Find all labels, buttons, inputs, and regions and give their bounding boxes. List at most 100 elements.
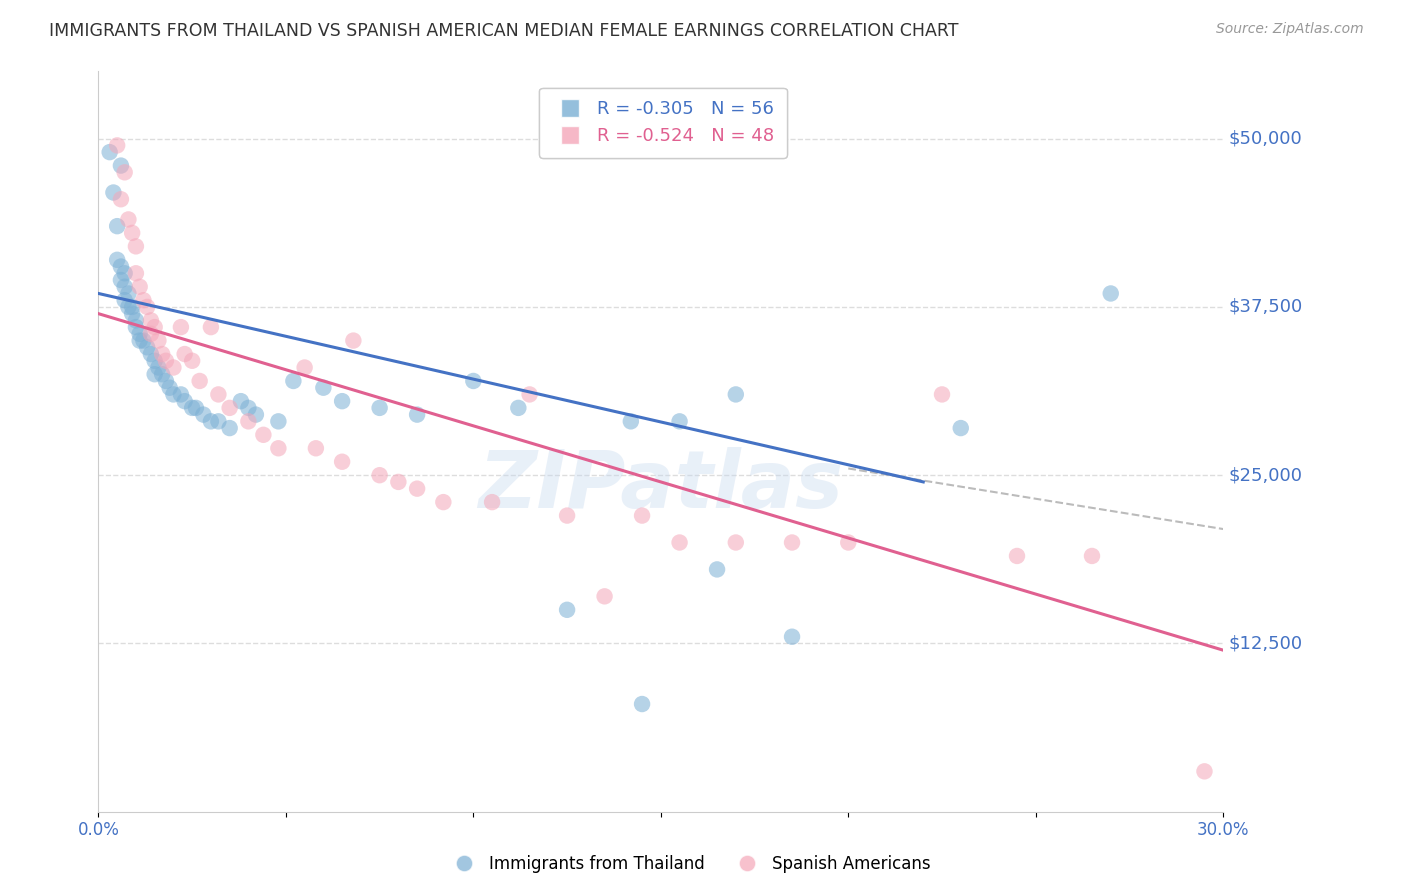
Point <box>780 535 803 549</box>
Point <box>159 381 181 395</box>
Point <box>155 374 177 388</box>
Legend: Immigrants from Thailand, Spanish Americans: Immigrants from Thailand, Spanish Americ… <box>441 848 936 880</box>
Point <box>121 226 143 240</box>
Point <box>724 535 747 549</box>
Point <box>463 374 485 388</box>
Point <box>631 508 654 523</box>
Point <box>110 159 132 173</box>
Point <box>139 326 162 341</box>
Point <box>110 273 132 287</box>
Point <box>668 414 690 428</box>
Point <box>143 320 166 334</box>
Point <box>432 495 454 509</box>
Text: $37,500: $37,500 <box>1229 298 1303 316</box>
Point <box>193 408 215 422</box>
Point <box>368 401 391 415</box>
Point <box>105 219 128 234</box>
Point <box>631 697 654 711</box>
Text: ZIPatlas: ZIPatlas <box>478 447 844 525</box>
Point <box>949 421 972 435</box>
Point <box>312 381 335 395</box>
Point <box>148 360 170 375</box>
Point <box>1099 286 1122 301</box>
Point <box>1194 764 1216 779</box>
Point <box>620 414 643 428</box>
Point <box>724 387 747 401</box>
Point <box>207 387 229 401</box>
Point <box>162 360 184 375</box>
Point <box>229 394 252 409</box>
Point <box>114 293 136 308</box>
Point <box>150 368 173 382</box>
Point <box>267 414 290 428</box>
Legend: R = -0.305   N = 56, R = -0.524   N = 48: R = -0.305 N = 56, R = -0.524 N = 48 <box>540 87 787 158</box>
Point <box>128 279 150 293</box>
Point <box>555 508 578 523</box>
Point <box>181 353 204 368</box>
Point <box>136 340 159 354</box>
Point <box>218 401 240 415</box>
Point <box>305 442 328 456</box>
Point <box>252 427 274 442</box>
Point <box>184 401 207 415</box>
Point <box>173 394 195 409</box>
Point <box>218 421 240 435</box>
Point <box>128 334 150 348</box>
Point <box>555 603 578 617</box>
Point <box>136 300 159 314</box>
Point <box>283 374 305 388</box>
Text: $50,000: $50,000 <box>1229 129 1302 148</box>
Point <box>143 353 166 368</box>
Point <box>139 313 162 327</box>
Point <box>110 260 132 274</box>
Point <box>170 387 193 401</box>
Point <box>267 442 290 456</box>
Point <box>114 266 136 280</box>
Point <box>668 535 690 549</box>
Point <box>125 239 148 253</box>
Point <box>780 630 803 644</box>
Point <box>593 590 616 604</box>
Point <box>114 279 136 293</box>
Point <box>519 387 541 401</box>
Point <box>125 320 148 334</box>
Point <box>238 401 260 415</box>
Point <box>387 475 409 489</box>
Point <box>170 320 193 334</box>
Text: $25,000: $25,000 <box>1229 467 1303 484</box>
Point <box>368 468 391 483</box>
Point <box>117 212 139 227</box>
Point <box>330 455 353 469</box>
Point <box>121 300 143 314</box>
Point <box>342 334 364 348</box>
Point <box>114 165 136 179</box>
Point <box>139 347 162 361</box>
Point <box>200 320 222 334</box>
Point <box>207 414 229 428</box>
Point <box>125 266 148 280</box>
Point <box>117 286 139 301</box>
Point <box>330 394 353 409</box>
Point <box>105 252 128 267</box>
Text: IMMIGRANTS FROM THAILAND VS SPANISH AMERICAN MEDIAN FEMALE EARNINGS CORRELATION : IMMIGRANTS FROM THAILAND VS SPANISH AMER… <box>49 22 959 40</box>
Point <box>117 300 139 314</box>
Point <box>238 414 260 428</box>
Point <box>188 374 211 388</box>
Point <box>98 145 121 160</box>
Point <box>1081 549 1104 563</box>
Point <box>132 334 155 348</box>
Point <box>294 360 316 375</box>
Point <box>148 334 170 348</box>
Point <box>481 495 503 509</box>
Point <box>121 307 143 321</box>
Point <box>132 293 155 308</box>
Point <box>181 401 204 415</box>
Point <box>1005 549 1028 563</box>
Point <box>162 387 184 401</box>
Point <box>128 326 150 341</box>
Point <box>110 192 132 206</box>
Point <box>406 482 429 496</box>
Point <box>143 368 166 382</box>
Point <box>406 408 429 422</box>
Point <box>931 387 953 401</box>
